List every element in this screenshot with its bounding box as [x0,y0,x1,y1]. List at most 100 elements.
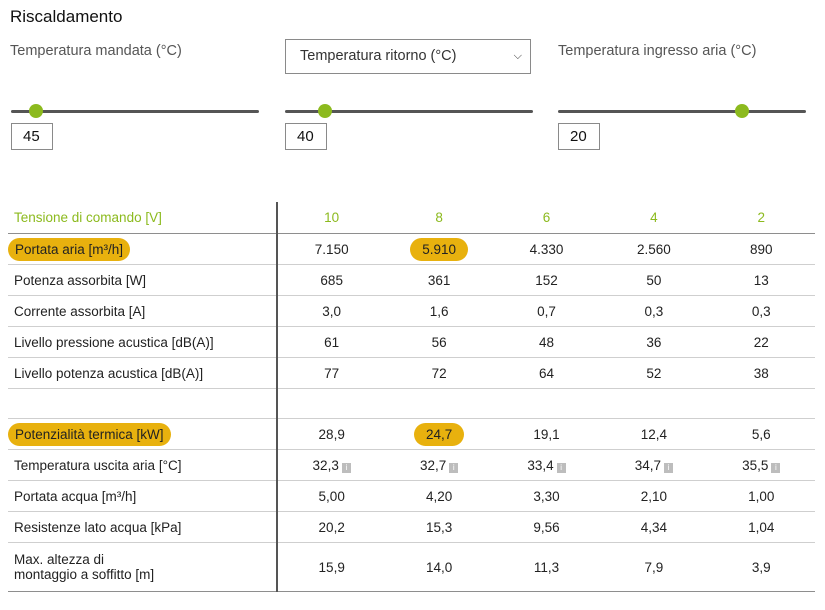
table-cell: 35,5 i [707,449,815,481]
cell-value: 32,7 [419,457,447,473]
row-label: Potenza assorbita [W] [8,264,278,296]
supply-temp-label: Temperatura mandata (°C) [10,43,182,59]
table-cell: 20,2 [277,511,386,543]
slider-thumb[interactable] [734,104,749,118]
slider-thumb[interactable] [317,104,332,118]
table-cell: 56 [385,326,493,358]
table-row: Temperatura uscita aria [°C] 32,3 i 32,7 i… [8,449,815,481]
table-row: Potenzialità termica [kW] 28,9 24,7 19,1… [8,418,815,450]
header-col: 6 [492,202,601,234]
highlight-badge: 24,7 [413,422,465,446]
info-icon[interactable]: i [556,462,566,473]
table-cell: 0,3 [707,295,815,327]
header-col: 8 [385,202,493,234]
supply-temp-input[interactable]: 45 [11,123,53,150]
table-cell: 152 [492,264,601,296]
table-row: Portata aria [m³/h] 7.150 5.910 4.330 2.… [8,233,815,265]
table-cell: 0,7 [492,295,601,327]
table-cell: 15,3 [385,511,493,543]
return-temp-select[interactable]: Temperatura ritorno (°C) ⌵ [285,39,531,74]
air-inlet-temp-input[interactable]: 20 [558,123,600,150]
return-temp-slider[interactable] [285,101,533,121]
table-row: Potenza assorbita [W] 685 361 152 50 13 [8,264,815,296]
cell-value: 35,5 [742,457,769,473]
return-temp-selected: Temperatura ritorno (°C) [300,48,457,64]
table-cell: 7.150 [277,233,386,265]
table-row: Livello potenza acustica [dB(A)] 77 72 6… [8,357,815,389]
row-label: Livello potenza acustica [dB(A)] [8,357,278,389]
table-cell: 4,20 [385,480,493,512]
table-cell: 22 [707,326,815,358]
section-title: Riscaldamento [10,7,123,26]
slider-track [285,110,533,113]
row-label: Max. altezza di montaggio a soffitto [m] [8,542,278,592]
table-cell: 2.560 [600,233,708,265]
table-cell: 5,00 [277,480,386,512]
info-icon[interactable]: i [664,462,673,473]
table-cell: 12,4 [600,418,708,450]
table-row: Resistenze lato acqua [kPa] 20,2 15,3 9,… [8,511,815,543]
table-cell: 24,7 [385,418,493,450]
table-cell: 36 [600,326,708,358]
row-label: Livello pressione acustica [dB(A)] [8,326,278,358]
header-label: Tensione di comando [V] [8,202,278,234]
header-col: 2 [707,202,815,234]
air-inlet-temp-label: Temperatura ingresso aria (°C) [558,43,757,59]
row-label-line: Max. altezza di [14,552,105,567]
cell-value: 34,7 [634,457,661,473]
table-row: Max. altezza di montaggio a soffitto [m] … [8,542,815,592]
table-header-row: Tensione di comando [V] 10 8 6 4 2 [8,202,815,234]
table-cell: 2,10 [600,480,708,512]
chevron-down-icon: ⌵ [513,50,522,62]
row-label: Corrente assorbita [A] [8,295,278,327]
header-col: 10 [277,202,386,234]
table-cell: 3,0 [277,295,386,327]
table-cell: 32,3 i [277,449,386,481]
table-cell: 38 [707,357,815,389]
air-inlet-temp-slider[interactable] [558,101,806,121]
table-row: Portata acqua [m³/h] 5,00 4,20 3,30 2,10… [8,480,815,512]
table-cell: 5,6 [707,418,815,450]
table-cell: 61 [277,326,386,358]
highlight-badge: Portata aria [m³/h] [8,237,131,261]
row-label: Portata acqua [m³/h] [8,480,278,512]
table-cell: 19,1 [492,418,601,450]
highlight-badge: 5.910 [410,237,468,261]
cell-value: 32,3 [312,457,339,473]
table-cell: 3,30 [492,480,601,512]
table-cell: 77 [277,357,386,389]
supply-temp-slider[interactable] [11,101,259,121]
table-cell: 32,7 i [385,449,493,481]
table-cell: 11,3 [492,542,601,592]
table-cell: 13 [707,264,815,296]
table-cell: 52 [600,357,708,389]
row-label: Portata aria [m³/h] [8,233,278,265]
row-label: Potenzialità termica [kW] [8,418,278,450]
table-cell: 4,34 [600,511,708,543]
table-cell: 0,3 [600,295,708,327]
table-cell: 14,0 [385,542,493,592]
info-icon[interactable]: i [449,462,459,473]
table-cell: 7,9 [600,542,708,592]
return-temp-input[interactable]: 40 [285,123,327,150]
table-cell: 5.910 [385,233,493,265]
table-cell: 685 [277,264,386,296]
info-icon[interactable]: i [341,462,351,473]
table-cell: 28,9 [277,418,386,450]
table-cell: 34,7 i [600,449,708,481]
row-label: Temperatura uscita aria [°C] [8,449,278,481]
table-row: Livello pressione acustica [dB(A)] 61 56… [8,326,815,358]
slider-track [558,110,806,113]
header-col: 4 [600,202,708,234]
table-cell: 1,04 [707,511,815,543]
cell-value: 33,4 [527,457,554,473]
info-icon[interactable]: i [771,462,781,473]
table-cell: 361 [385,264,493,296]
slider-track [11,110,259,113]
slider-thumb[interactable] [28,104,43,118]
table-cell: 9,56 [492,511,601,543]
table-cell: 15,9 [277,542,386,592]
table-cell: 64 [492,357,601,389]
table-spacer-row [8,388,815,419]
highlight-badge: Potenzialità termica [kW] [8,422,171,446]
